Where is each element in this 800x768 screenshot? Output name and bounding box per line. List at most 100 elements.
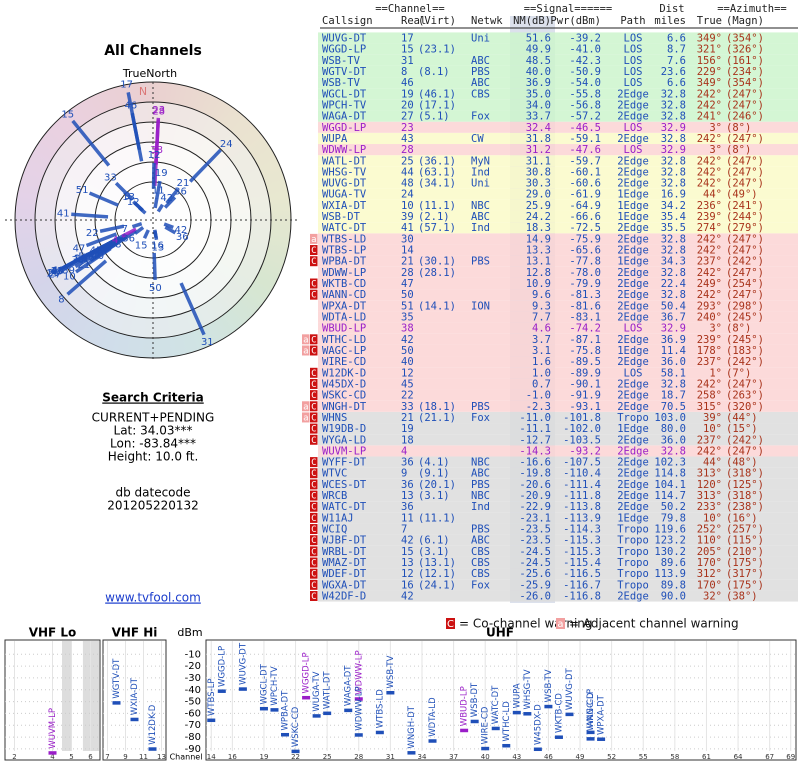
signal-spoke [163, 222, 174, 230]
cell-path: 2Edge [617, 222, 649, 234]
signal-spoke [66, 259, 108, 296]
cell-path: 1Edge [617, 345, 649, 357]
x-tick-label: 69 [786, 753, 795, 761]
cell-pwr: -113.8 [563, 501, 601, 513]
x-tick-label: 11 [139, 753, 148, 761]
cell-cs: W19DB-D [322, 423, 366, 435]
cell-dist: 16.9 [661, 189, 686, 201]
cell-cs: WATL-DT [322, 155, 367, 167]
cell-net: ABC [471, 55, 490, 67]
row-background [318, 367, 798, 379]
spoke-label: 28 [74, 253, 87, 264]
y-tick-label: -30 [185, 673, 201, 684]
cell-nm: 18.3 [526, 222, 551, 234]
cell-pwr: -59.1 [569, 133, 601, 145]
cell-magn: (44°) [726, 412, 758, 424]
station-mark [344, 708, 353, 713]
cell-real: 51 [401, 300, 414, 312]
cell-az: 242° [697, 267, 722, 279]
cell-nm: 13.3 [526, 245, 551, 257]
cell-real: 15 [401, 44, 414, 56]
cell-nm: -19.8 [519, 468, 551, 480]
row-background [318, 445, 798, 457]
station-mark [354, 733, 363, 737]
cell-nm: 3.7 [532, 334, 551, 346]
warning-glyph: a [303, 346, 308, 356]
cell-cs: WYGA-LD [322, 434, 366, 446]
spectrum: VHF Lo 2 4 5 6 WUVM-LP VHF Hi 7 9 11 13 WGTV-DT WXIA… [4, 626, 797, 762]
cell-real: 46 [401, 77, 414, 89]
x-tick-label: 25 [323, 753, 332, 761]
cell-pwr: -114.3 [563, 524, 601, 536]
warning-glyph: C [311, 458, 316, 468]
cell-virt: (46.1) [418, 88, 456, 100]
row-background [318, 277, 798, 290]
spoke-label: 36 [176, 232, 189, 243]
station-label: WUVM-LP [48, 708, 58, 749]
row-background [318, 400, 798, 412]
cell-az: 178° [697, 345, 722, 357]
cell-path: LOS [624, 44, 643, 56]
warning-flag [302, 345, 310, 356]
cell-cs: W45DX-D [322, 378, 366, 390]
cell-dist: 8.7 [667, 44, 686, 56]
cell-magn: (7°) [726, 367, 751, 379]
site-link[interactable]: www.tvfool.com [105, 591, 201, 605]
cell-path: 2Edge [617, 88, 649, 100]
cell-real: 11 [401, 512, 414, 524]
cell-virt: (30.1) [418, 256, 456, 268]
row-background [318, 568, 798, 580]
cell-pwr: -64.9 [569, 200, 601, 212]
cell-magn: (247°) [726, 245, 764, 257]
cell-az: 349° [697, 33, 722, 45]
cell-cs: WUVM-LP [322, 445, 366, 457]
cell-path: LOS [624, 33, 643, 45]
station-label: WGCL-DT [259, 663, 269, 704]
station-label: WBUD-LP [460, 686, 470, 726]
x-tick-label: 46 [544, 753, 553, 761]
cell-cs: WSKC-CD [322, 390, 366, 402]
cell-magn: (125°) [726, 479, 764, 491]
signal-spoke [131, 222, 143, 229]
cell-pwr: -42.3 [569, 55, 601, 67]
cell-nm: 31.2 [526, 144, 551, 156]
cell-path: 1Edge [617, 423, 649, 435]
cell-pwr: -79.9 [569, 278, 601, 290]
cell-net: ABC [471, 468, 490, 480]
cell-dist: 113.9 [654, 568, 686, 580]
cell-net: ION [471, 300, 490, 312]
cell-pwr: -78.0 [569, 267, 601, 279]
cell-path: 2Edge [617, 300, 649, 312]
cell-magn: (354°) [726, 33, 764, 45]
spoke-label: 9 [124, 191, 130, 202]
cell-real: 36 [401, 479, 414, 491]
cell-real: 12 [401, 568, 414, 580]
cell-magn: (48°) [726, 457, 758, 469]
cell-real: 41 [401, 222, 414, 234]
cell-real: 28 [401, 144, 414, 156]
cell-net: NBC [471, 457, 490, 469]
signal-spoke [153, 229, 158, 239]
cell-magn: (241°) [726, 200, 764, 212]
north-label: TrueNorth [122, 67, 177, 80]
cell-virt: (2.1) [418, 211, 450, 223]
station-mark [470, 719, 479, 724]
spoke-label: 25 [51, 266, 64, 277]
cell-dist: 34.2 [661, 200, 686, 212]
warning-flag [310, 278, 318, 289]
warning-glyph: C [311, 413, 316, 423]
cell-real: 31 [401, 55, 414, 67]
column-header: NM(dB) [513, 15, 551, 27]
cell-virt: (6.1) [418, 535, 450, 547]
station-mark [238, 687, 247, 691]
x-tick-label: 4 [50, 753, 55, 761]
cell-pwr: -116.7 [563, 579, 601, 591]
cell-real: 36 [401, 501, 414, 513]
station-mark [323, 711, 332, 716]
cell-az: 3° [709, 323, 722, 335]
warning-flag [310, 579, 318, 590]
spoke-label: 35 [82, 252, 95, 263]
cell-magn: (263°) [726, 390, 764, 402]
station-mark [48, 751, 57, 755]
